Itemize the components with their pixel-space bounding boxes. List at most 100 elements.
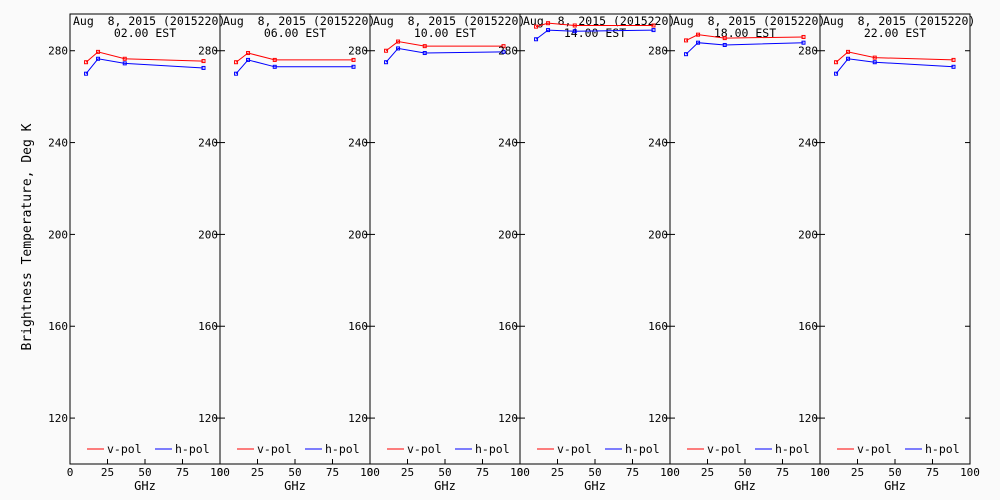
y-tick-label: 240 bbox=[348, 137, 368, 150]
legend-label-h-pol: h-pol bbox=[775, 442, 810, 456]
series-h-pol bbox=[684, 40, 806, 57]
y-tick-label: 160 bbox=[498, 320, 518, 333]
series-line-h-pol bbox=[235, 59, 354, 75]
data-point-h-pol bbox=[684, 52, 689, 57]
data-point-v-pol bbox=[501, 44, 506, 49]
data-point-h-pol bbox=[234, 71, 239, 76]
series-line-h-pol bbox=[85, 58, 204, 75]
series-line-v-pol bbox=[685, 34, 804, 41]
panel-title: Aug 8, 2015 (2015220) bbox=[823, 14, 975, 28]
data-point-v-pol bbox=[684, 38, 689, 43]
data-point-v-pol bbox=[384, 48, 389, 53]
x-axis-label: GHz bbox=[134, 479, 156, 493]
series-line-v-pol bbox=[535, 22, 654, 28]
y-tick-label: 200 bbox=[498, 228, 518, 241]
data-point-h-pol bbox=[351, 64, 356, 69]
series-v-pol bbox=[684, 32, 806, 43]
data-point-v-pol bbox=[546, 21, 551, 26]
legend-label-v-pol: v-pol bbox=[107, 442, 142, 456]
y-tick-label: 120 bbox=[798, 412, 818, 425]
x-tick-label: 100 bbox=[960, 466, 980, 479]
x-axis-label: GHz bbox=[284, 479, 306, 493]
legend-label-v-pol: v-pol bbox=[707, 442, 742, 456]
x-tick-label: 50 bbox=[588, 466, 601, 479]
panel-subtitle: 10.00 EST bbox=[414, 26, 476, 40]
series-line-h-pol bbox=[685, 42, 804, 55]
panel-title: Aug 8, 2015 (2015220) bbox=[223, 14, 375, 28]
x-tick-label: 100 bbox=[810, 466, 830, 479]
data-point-v-pol bbox=[84, 60, 89, 65]
x-tick-label: 75 bbox=[176, 466, 189, 479]
y-tick-label: 240 bbox=[498, 137, 518, 150]
x-tick-label: 25 bbox=[851, 466, 864, 479]
x-tick-label: 100 bbox=[510, 466, 530, 479]
data-point-v-pol bbox=[872, 55, 877, 60]
data-point-v-pol bbox=[272, 57, 277, 62]
series-line-v-pol bbox=[835, 51, 954, 63]
y-tick-label: 240 bbox=[648, 137, 668, 150]
x-tick-label: 50 bbox=[888, 466, 901, 479]
panels: Aug 8, 2015 (2015220)02.00 EST1201602002… bbox=[48, 13, 980, 493]
series-line-h-pol bbox=[385, 47, 504, 63]
panel-1: Aug 8, 2015 (2015220)02.00 EST 120 160 200 2… bbox=[48, 13, 230, 493]
data-point-h-pol bbox=[872, 60, 877, 65]
x-tick-label: 50 bbox=[438, 466, 451, 479]
data-point-h-pol bbox=[201, 65, 206, 70]
data-point-v-pol bbox=[834, 60, 839, 65]
x-axis-label: GHz bbox=[584, 479, 606, 493]
data-point-h-pol bbox=[834, 71, 839, 76]
y-tick-label: 160 bbox=[48, 320, 68, 333]
panel-subtitle: 14.00 EST bbox=[564, 26, 626, 40]
x-tick-label: 0 bbox=[817, 466, 824, 479]
series-h-pol bbox=[834, 56, 956, 76]
series-line-v-pol bbox=[85, 51, 204, 63]
x-tick-label: 0 bbox=[517, 466, 524, 479]
panel-3: Aug 8, 2015 (2015220)10.00 EST 120 160 200 2… bbox=[348, 13, 530, 493]
series-h-pol bbox=[234, 57, 356, 76]
y-tick-label: 120 bbox=[198, 412, 218, 425]
y-tick-label: 280 bbox=[48, 45, 68, 58]
data-point-h-pol bbox=[722, 42, 727, 47]
x-tick-label: 50 bbox=[738, 466, 751, 479]
x-tick-label: 0 bbox=[217, 466, 224, 479]
y-tick-label: 200 bbox=[198, 228, 218, 241]
y-tick-label: 160 bbox=[798, 320, 818, 333]
y-tick-label: 160 bbox=[348, 320, 368, 333]
x-tick-label: 25 bbox=[701, 466, 714, 479]
data-point-h-pol bbox=[122, 61, 127, 66]
data-point-h-pol bbox=[846, 56, 851, 61]
y-tick-label: 240 bbox=[198, 137, 218, 150]
y-tick-label: 200 bbox=[798, 228, 818, 241]
data-point-v-pol bbox=[534, 24, 539, 29]
x-axis-label: GHz bbox=[434, 479, 456, 493]
data-point-v-pol bbox=[96, 49, 101, 54]
data-point-h-pol bbox=[501, 49, 506, 54]
data-point-h-pol bbox=[422, 51, 427, 56]
data-point-h-pol bbox=[384, 60, 389, 65]
panel-6: Aug 8, 2015 (2015220)22.00 EST 120 160 200 2… bbox=[798, 13, 980, 493]
y-tick-label: 280 bbox=[498, 45, 518, 58]
legend-label-v-pol: v-pol bbox=[407, 442, 442, 456]
data-point-h-pol bbox=[272, 64, 277, 69]
data-point-h-pol bbox=[951, 64, 956, 69]
series-line-v-pol bbox=[385, 41, 504, 52]
data-point-v-pol bbox=[722, 36, 727, 41]
panel-5: Aug 8, 2015 (2015220)18.00 EST 120 160 200 2… bbox=[648, 13, 830, 493]
panel-title: Aug 8, 2015 (2015220) bbox=[73, 14, 225, 28]
panel-2: Aug 8, 2015 (2015220)06.00 EST 120 160 200 2… bbox=[198, 13, 380, 493]
data-point-h-pol bbox=[801, 40, 806, 45]
data-point-v-pol bbox=[351, 57, 356, 62]
y-tick-label: 160 bbox=[198, 320, 218, 333]
figure-y-axis-label: Brightness Temperature, Deg K bbox=[20, 123, 35, 350]
data-point-h-pol bbox=[96, 56, 101, 61]
data-point-v-pol bbox=[246, 51, 251, 56]
legend-label-h-pol: h-pol bbox=[325, 442, 360, 456]
y-tick-label: 200 bbox=[48, 228, 68, 241]
y-tick-label: 200 bbox=[348, 228, 368, 241]
data-point-h-pol bbox=[651, 28, 656, 33]
data-point-v-pol bbox=[846, 49, 851, 54]
panel-subtitle: 22.00 EST bbox=[864, 26, 926, 40]
y-tick-label: 120 bbox=[648, 412, 668, 425]
panel-subtitle: 02.00 EST bbox=[114, 26, 176, 40]
data-point-v-pol bbox=[651, 23, 656, 28]
